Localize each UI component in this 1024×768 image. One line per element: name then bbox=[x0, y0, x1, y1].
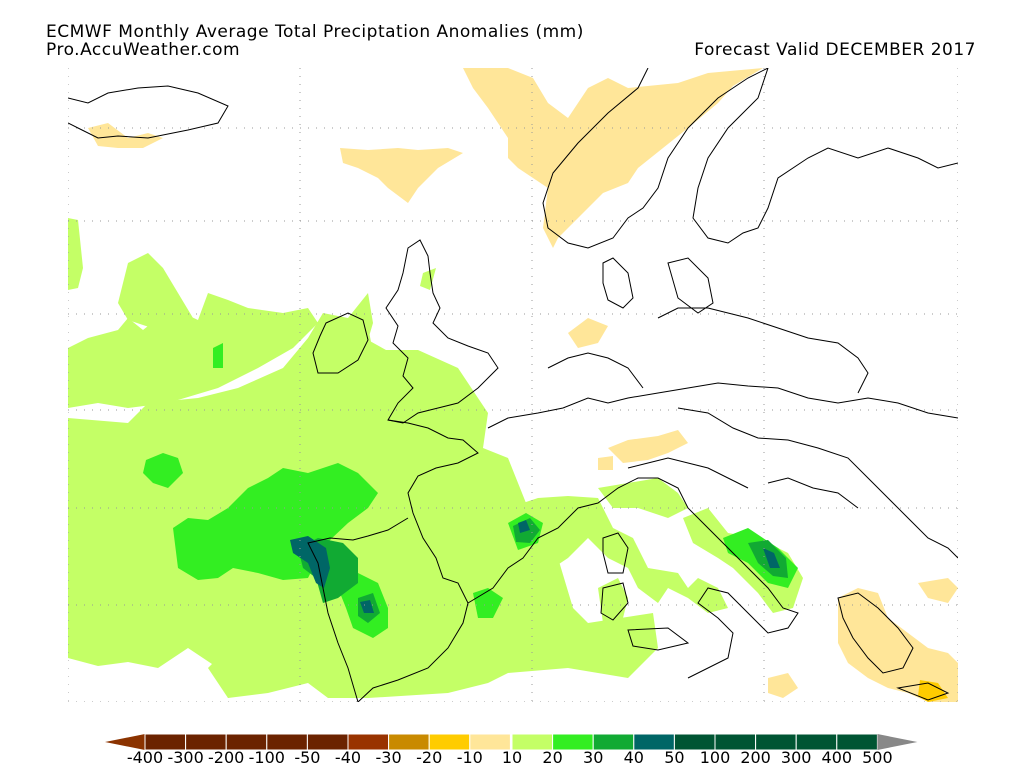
coastlines bbox=[68, 68, 958, 702]
legend-tick-label: 10 bbox=[501, 748, 523, 767]
legend-tick-label: -40 bbox=[334, 748, 362, 767]
legend-tick-label: -300 bbox=[167, 748, 204, 767]
legend-swatch-dry bbox=[469, 733, 511, 751]
legend-tick-label: 200 bbox=[740, 748, 771, 767]
legend-below-arrow bbox=[105, 734, 145, 750]
lat-lon-grid bbox=[68, 68, 958, 702]
anomaly-minus20-minus30mm-areas bbox=[918, 680, 948, 702]
legend-tick-label: 30 bbox=[583, 748, 604, 767]
forecast-valid: Forecast Valid DECEMBER 2017 bbox=[694, 40, 976, 60]
legend-tick-label: 20 bbox=[542, 748, 563, 767]
legend-tick-label: 400 bbox=[821, 748, 853, 767]
legend-tick-label: 50 bbox=[664, 748, 685, 767]
legend-swatch-wet bbox=[836, 733, 878, 751]
legend-tick-label: -20 bbox=[416, 748, 443, 767]
legend-tick-label: 500 bbox=[862, 748, 893, 767]
map-title: ECMWF Monthly Average Total Preciptation… bbox=[46, 22, 584, 42]
legend-tick-label: -200 bbox=[208, 748, 245, 767]
legend-tick-label: 100 bbox=[699, 748, 731, 767]
legend-tick-label: -10 bbox=[456, 748, 483, 767]
color-legend bbox=[105, 733, 918, 751]
legend-tick-label: 40 bbox=[623, 748, 644, 767]
precipitation-anomaly-map bbox=[68, 68, 958, 702]
data-source: Pro.AccuWeather.com bbox=[46, 40, 241, 60]
legend-above-arrow bbox=[877, 734, 918, 750]
legend-tick-label: -30 bbox=[375, 748, 402, 767]
legend-color-bar bbox=[105, 733, 918, 751]
legend-tick-label: -100 bbox=[248, 748, 285, 767]
anomaly-minus10-minus20mm-areas bbox=[88, 68, 958, 702]
legend-tick-label: -50 bbox=[294, 748, 321, 767]
legend-tick-label: 300 bbox=[780, 748, 812, 767]
legend-tick-label: -400 bbox=[126, 748, 164, 767]
